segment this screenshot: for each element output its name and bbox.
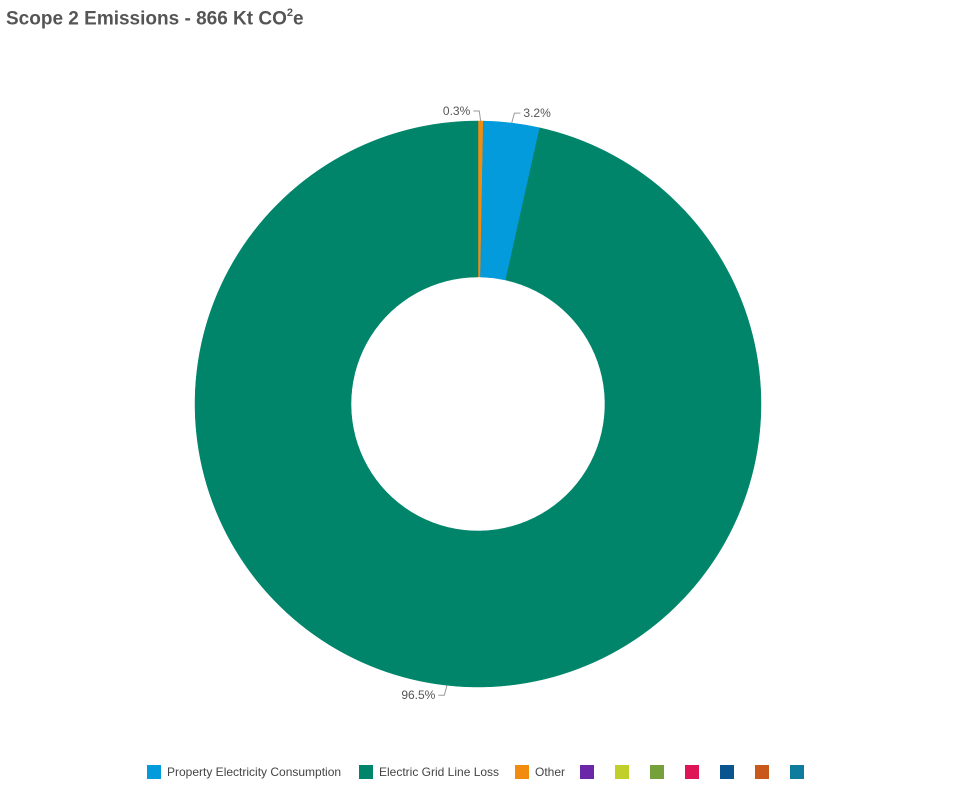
legend-swatch bbox=[359, 765, 373, 779]
legend-item-series-6[interactable] bbox=[650, 762, 664, 782]
legend-swatch bbox=[755, 765, 769, 779]
leader-line-property-electricity-consumption bbox=[511, 112, 521, 124]
legend-item-other[interactable]: Other bbox=[515, 762, 565, 782]
legend-swatch bbox=[650, 765, 664, 779]
legend-item-property-electricity-consumption[interactable]: Property Electricity Consumption bbox=[147, 762, 341, 782]
leader-line-electric-grid-line-loss bbox=[438, 685, 448, 696]
chart-title-superscript: 2 bbox=[286, 7, 293, 19]
legend-swatch bbox=[685, 765, 699, 779]
legend-item-electric-grid-line-loss[interactable]: Electric Grid Line Loss bbox=[359, 762, 499, 782]
legend-item-series-10[interactable] bbox=[790, 762, 804, 782]
chart-title-main: Scope 2 Emissions - 866 Kt CO bbox=[6, 8, 287, 30]
legend-label: Other bbox=[535, 765, 566, 779]
data-label-property-electricity-consumption: 3.2% bbox=[523, 106, 551, 120]
leader-line-other bbox=[473, 110, 482, 122]
data-label-other: 0.3% bbox=[443, 104, 471, 118]
legend-item-series-4[interactable] bbox=[580, 762, 594, 782]
chart-legend: Property Electricity Consumption Electric… bbox=[0, 762, 973, 782]
legend-item-series-9[interactable] bbox=[755, 762, 769, 782]
legend-swatch bbox=[790, 765, 804, 779]
legend-item-series-7[interactable] bbox=[685, 762, 699, 782]
legend-swatch bbox=[515, 765, 529, 779]
data-label-electric-grid-line-loss: 96.5% bbox=[401, 688, 435, 702]
chart-title: Scope 2 Emissions - 866 Kt CO2e bbox=[6, 7, 304, 30]
chart-title-tail: e bbox=[293, 8, 304, 30]
legend-label: Electric Grid Line Loss bbox=[379, 765, 500, 779]
legend-item-series-8[interactable] bbox=[720, 762, 734, 782]
donut-chart: 0.3% 3.2% 96.5% bbox=[194, 104, 762, 702]
legend-item-series-5[interactable] bbox=[615, 762, 629, 782]
legend-swatch bbox=[615, 765, 629, 779]
legend-label: Property Electricity Consumption bbox=[167, 765, 342, 779]
legend-swatch bbox=[580, 765, 594, 779]
legend-swatch bbox=[147, 765, 161, 779]
legend-swatch bbox=[720, 765, 734, 779]
slice-electric-grid-line-loss[interactable] bbox=[194, 120, 762, 688]
